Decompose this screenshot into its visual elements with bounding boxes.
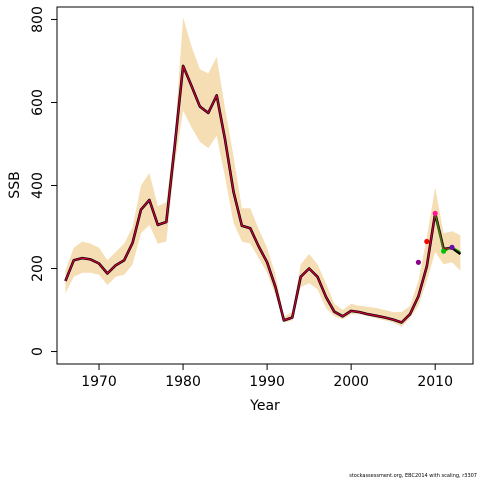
y-tick-label: 800 (30, 6, 46, 33)
series-layer (64, 64, 462, 324)
x-axis: 1970 1980 1990 2000 2010 (81, 364, 453, 390)
data-point (415, 259, 421, 265)
x-tick-label: 1970 (81, 374, 117, 390)
x-axis-title: Year (249, 398, 280, 414)
series-line-overlay (64, 65, 453, 324)
y-axis: 0 200 400 600 800 (30, 6, 57, 356)
confidence-band-layer (65, 17, 461, 327)
data-point (449, 244, 455, 250)
x-tick-label: 1990 (249, 374, 285, 390)
footnote: stockassessment.org, EBC2014 with scalin… (349, 473, 477, 479)
confidence-band (65, 17, 461, 327)
y-tick-label: 600 (30, 89, 46, 116)
data-point (424, 238, 430, 245)
x-tick-label: 2000 (333, 374, 369, 390)
data-point (441, 248, 447, 254)
data-point (432, 210, 438, 216)
y-axis-title: SSB (7, 171, 23, 198)
y-tick-label: 200 (30, 255, 46, 282)
y-tick-label: 0 (30, 347, 46, 356)
series-line-estimate (64, 64, 462, 324)
y-tick-label: 400 (30, 172, 46, 199)
points-layer (415, 210, 455, 265)
x-tick-label: 1980 (165, 374, 201, 390)
series-line-retro (434, 213, 461, 253)
x-tick-label: 2010 (417, 374, 453, 390)
